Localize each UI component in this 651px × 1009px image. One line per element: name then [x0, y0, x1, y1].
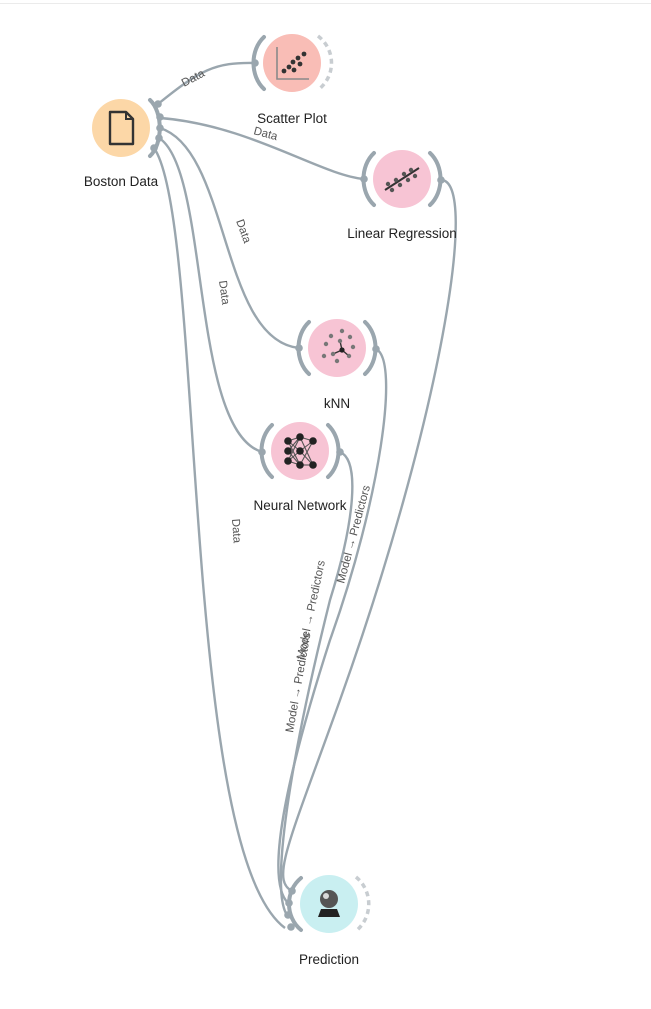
node-scatter-plot[interactable]: Scatter Plot	[251, 34, 331, 126]
scatter-plot-input-anchor[interactable]	[251, 59, 259, 67]
link-label-boston-scatter: Data	[180, 67, 208, 89]
linear-regression-label: Linear Regression	[347, 226, 457, 241]
node-knn[interactable]: kNN	[295, 319, 380, 411]
link-label-knn-prediction: Model → Predictors	[284, 632, 313, 734]
boston-output-anchor-5[interactable]	[150, 144, 158, 152]
knn-label: kNN	[324, 396, 350, 411]
boston-output-anchor-2[interactable]	[156, 113, 164, 121]
neural-network-output-anchor[interactable]	[336, 448, 344, 456]
node-prediction[interactable]: Prediction	[284, 875, 369, 967]
linear-regression-input-anchor[interactable]	[360, 175, 368, 183]
node-neural-network[interactable]: Neural Network	[253, 422, 346, 513]
node-linear-regression[interactable]: Linear Regression	[347, 150, 457, 241]
link-boston-knn[interactable]	[160, 128, 299, 348]
link-label-boston-knn: Data	[233, 218, 253, 245]
neural-network-input-anchor[interactable]	[258, 448, 266, 456]
node-boston-data[interactable]: Boston Data	[84, 99, 164, 189]
knn-node-circle[interactable]	[308, 319, 366, 377]
prediction-label: Prediction	[299, 952, 359, 967]
linear-regression-output-anchor[interactable]	[437, 176, 445, 184]
knn-output-anchor[interactable]	[372, 345, 380, 353]
boston-data-node-circle[interactable]	[92, 99, 150, 157]
prediction-input-anchor-4[interactable]	[287, 923, 295, 931]
prediction-input-anchor-2[interactable]	[285, 899, 293, 907]
neural-network-label: Neural Network	[253, 498, 346, 513]
link-boston-scatter[interactable]	[158, 63, 255, 104]
boston-output-anchor-1[interactable]	[154, 100, 162, 108]
boston-data-label: Boston Data	[84, 174, 159, 189]
knn-input-anchor[interactable]	[295, 344, 303, 352]
link-label-boston-nn: Data	[216, 280, 231, 306]
link-label-boston-prediction: Data	[229, 518, 243, 544]
link-boston-prediction[interactable]	[154, 148, 285, 928]
link-linreg-prediction[interactable]	[283, 180, 456, 891]
boston-output-anchor-4[interactable]	[155, 134, 163, 142]
link-boston-nn[interactable]	[159, 138, 262, 452]
scatter-plot-label: Scatter Plot	[257, 111, 327, 126]
prediction-input-anchor-3[interactable]	[284, 911, 292, 919]
prediction-input-anchor-1[interactable]	[288, 887, 296, 895]
boston-output-anchor-3[interactable]	[156, 124, 164, 132]
